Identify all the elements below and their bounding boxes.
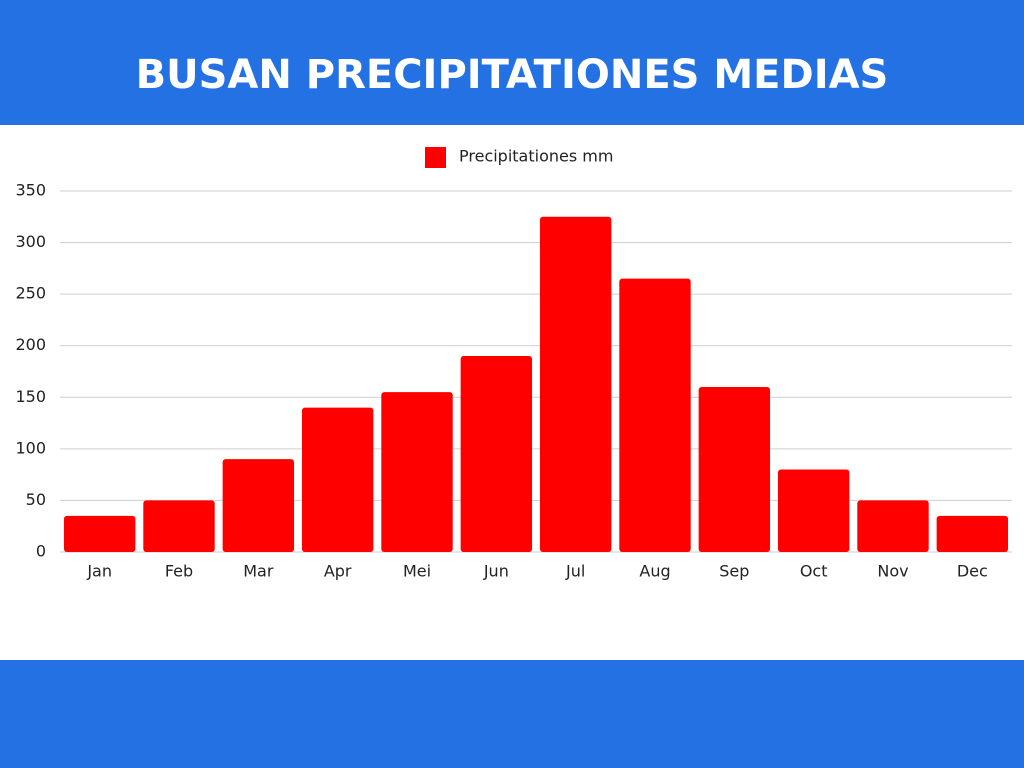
- bar: [619, 278, 691, 552]
- x-tick-label: Jan: [86, 562, 112, 581]
- bar: [698, 386, 771, 552]
- y-tick-label: 200: [15, 335, 46, 354]
- x-tick-label: Sep: [719, 562, 749, 581]
- x-tick-label: Apr: [324, 562, 352, 581]
- bar: [857, 500, 929, 552]
- bar: [539, 216, 612, 553]
- bar: [63, 515, 136, 552]
- x-tick-label: Jul: [565, 562, 585, 581]
- x-tick-label: Mar: [243, 562, 274, 581]
- x-tick-label: Dec: [957, 562, 988, 581]
- y-tick-label: 0: [36, 542, 46, 561]
- y-tick-label: 300: [15, 232, 46, 251]
- x-tick-label: Feb: [165, 562, 193, 581]
- bar: [777, 469, 850, 552]
- x-tick-label: Oct: [800, 562, 828, 581]
- x-tick-label: Nov: [877, 562, 908, 581]
- x-tick-label: Aug: [639, 562, 670, 581]
- y-tick-label: 50: [26, 490, 46, 509]
- footer-band: [0, 660, 1024, 768]
- bar: [222, 459, 295, 552]
- header-band: [0, 0, 1024, 125]
- bar: [381, 392, 453, 552]
- bar: [460, 356, 533, 552]
- chart-title: BUSAN PRECIPITATIONES MEDIAS: [136, 52, 889, 98]
- y-tick-label: 350: [15, 181, 46, 200]
- y-tick-label: 250: [15, 284, 46, 303]
- bar: [301, 407, 374, 552]
- y-tick-label: 150: [15, 387, 46, 406]
- y-tick-label: 100: [15, 438, 46, 457]
- x-tick-label: Jun: [483, 562, 509, 581]
- legend-label: Precipitationes mm: [459, 147, 613, 166]
- x-tick-label: Mei: [403, 562, 431, 581]
- legend-swatch: [425, 147, 446, 168]
- bar: [143, 500, 215, 552]
- bar: [936, 515, 1009, 552]
